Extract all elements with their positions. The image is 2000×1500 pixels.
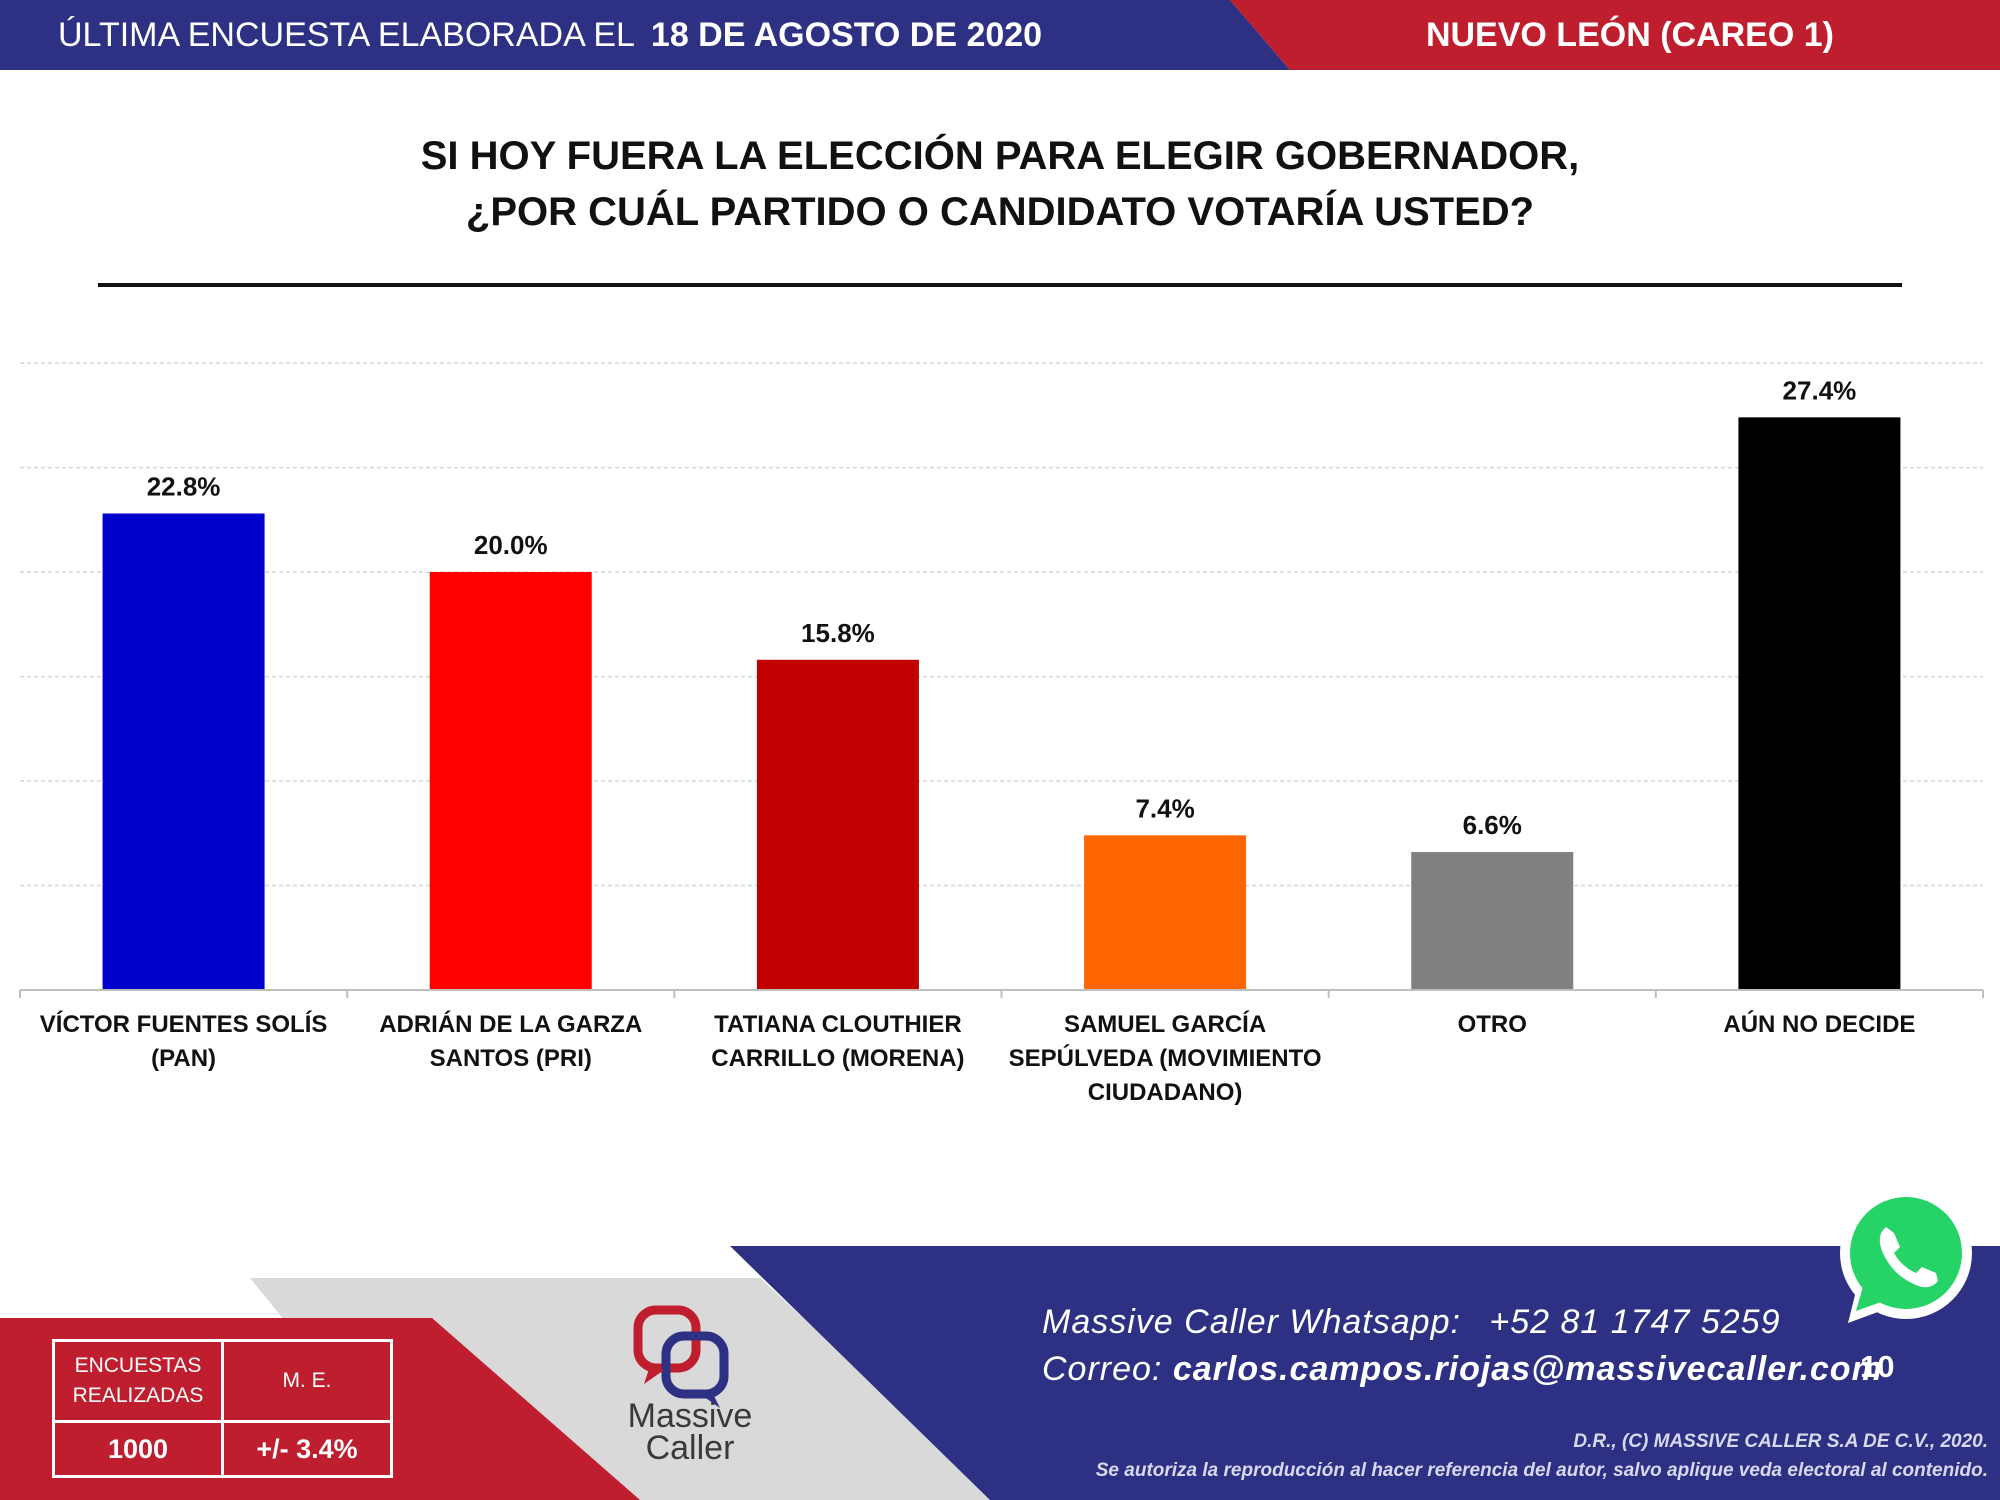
surveys-label-1: ENCUESTAS bbox=[74, 1354, 202, 1377]
question-title: SI HOY FUERA LA ELECCIÓN PARA ELEGIR GOB… bbox=[0, 128, 2000, 240]
category-label-line: SAMUEL GARCÍA bbox=[1063, 1011, 1267, 1038]
whatsapp-label: Massive Caller Whatsapp: bbox=[1042, 1303, 1461, 1341]
chart-bars bbox=[102, 417, 1901, 991]
whatsapp-number[interactable]: +52 81 1747 5259 bbox=[1489, 1303, 1781, 1341]
bar-value-label: 22.8% bbox=[147, 471, 221, 501]
margin-error-header: M. E. bbox=[221, 1339, 393, 1423]
category-label: SAMUEL GARCÍA SEPÚLVEDA (MOVIMIENTO CIUDAD… bbox=[1005, 1008, 1325, 1110]
category-label-line: OTRO bbox=[1457, 1011, 1527, 1038]
category-label: OTRO bbox=[1332, 1008, 1652, 1042]
email-contact: Correo: carlos.campos.riojas@massivecall… bbox=[1042, 1350, 1883, 1389]
footer-background bbox=[0, 1246, 2000, 1500]
bar-value-label: 15.8% bbox=[801, 618, 875, 648]
email-link[interactable]: carlos.campos.riojas@massivecaller.com bbox=[1172, 1350, 1883, 1388]
bar-value-label: 20.0% bbox=[474, 530, 548, 560]
surveys-header: ENCUESTAS REALIZADAS bbox=[52, 1339, 224, 1423]
category-label-line: (PAN) bbox=[151, 1045, 217, 1072]
bar-4 bbox=[1084, 835, 1247, 990]
brand-name-2: Caller bbox=[645, 1429, 735, 1467]
page-number: 10 bbox=[1860, 1349, 1895, 1384]
category-label-line: AÚN NO DECIDE bbox=[1723, 1011, 1916, 1038]
copyright-line-1: D.R., (C) MASSIVE CALLER S.A DE C.V., 20… bbox=[1573, 1431, 1988, 1452]
title-divider bbox=[98, 283, 1902, 287]
massive-caller-logo-icon bbox=[633, 1305, 729, 1408]
category-label: TATIANA CLOUTHIER CARRILLO (MORENA) bbox=[678, 1008, 998, 1076]
category-label-line: VÍCTOR FUENTES SOLÍS bbox=[39, 1011, 328, 1038]
bar-value-label: 27.4% bbox=[1783, 375, 1857, 405]
bar-value-label: 7.4% bbox=[1135, 793, 1194, 823]
bar-chart: 22.8% 20.0% 15.8% 7.4% 6.6% 27.4% bbox=[19, 362, 1984, 998]
email-label: Correo: bbox=[1042, 1350, 1163, 1388]
category-label: AÚN NO DECIDE bbox=[1659, 1008, 1979, 1042]
question-line-1: SI HOY FUERA LA ELECCIÓN PARA ELEGIR GOB… bbox=[420, 134, 1580, 178]
margin-error-value: +/- 3.4% bbox=[221, 1420, 393, 1478]
brand-name-1: Massive bbox=[627, 1397, 753, 1435]
chart-value-labels: 22.8% 20.0% 15.8% 7.4% 6.6% 27.4% bbox=[147, 375, 1857, 840]
category-label-line: CARRILLO (MORENA) bbox=[711, 1045, 965, 1072]
copyright-line-2: Se autoriza la reproducción al hacer ref… bbox=[1095, 1460, 1988, 1481]
survey-date-label: ÚLTIMA ENCUESTA ELABORADA EL bbox=[58, 16, 635, 54]
category-label: ADRIÁN DE LA GARZA SANTOS (PRI) bbox=[351, 1008, 671, 1076]
bar-6 bbox=[1738, 417, 1901, 991]
whatsapp-icon[interactable] bbox=[1830, 1183, 1978, 1331]
category-label-line: CIUDADANO) bbox=[1087, 1079, 1243, 1106]
survey-date-banner: ÚLTIMA ENCUESTA ELABORADA EL 18 DE AGOSTO… bbox=[58, 12, 1042, 58]
survey-date: 18 DE AGOSTO DE 2020 bbox=[650, 16, 1043, 54]
chart-axis bbox=[19, 989, 1984, 998]
category-label-line: SANTOS (PRI) bbox=[429, 1045, 592, 1072]
bar-3 bbox=[756, 659, 919, 990]
category-label-line: SEPÚLVEDA (MOVIMIENTO bbox=[1008, 1045, 1322, 1072]
surveys-value: 1000 bbox=[52, 1420, 224, 1478]
bar-value-label: 6.6% bbox=[1463, 810, 1522, 840]
category-label: VÍCTOR FUENTES SOLÍS (PAN) bbox=[24, 1008, 344, 1076]
category-label-line: ADRIÁN DE LA GARZA bbox=[379, 1011, 643, 1038]
surveys-label-2: REALIZADAS bbox=[72, 1384, 204, 1407]
header-band bbox=[0, 0, 2000, 70]
question-line-2: ¿POR CUÁL PARTIDO O CANDIDATO VOTARÍA US… bbox=[465, 190, 1535, 234]
survey-stats-table: ENCUESTAS REALIZADAS M. E. 1000 +/- 3.4% bbox=[52, 1339, 393, 1478]
bar-2 bbox=[429, 572, 592, 990]
category-label-line: TATIANA CLOUTHIER bbox=[714, 1011, 962, 1038]
chart-gridlines bbox=[20, 362, 1983, 887]
header-background bbox=[0, 0, 2000, 70]
bar-5 bbox=[1411, 852, 1574, 990]
whatsapp-contact: Massive Caller Whatsapp: +52 81 1747 525… bbox=[1042, 1303, 1780, 1342]
bar-1 bbox=[102, 513, 265, 990]
region-label: NUEVO LEÓN (CAREO 1) bbox=[1425, 16, 1834, 54]
brand-name: Massive Caller bbox=[600, 1397, 780, 1467]
